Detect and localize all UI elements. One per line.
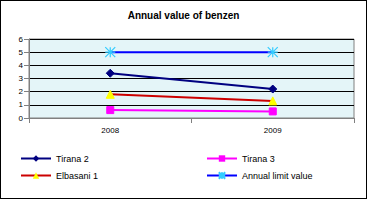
svg-text:6: 6 [19, 35, 24, 44]
svg-text:2: 2 [19, 87, 24, 96]
svg-text:Annual value of benzen: Annual value of benzen [128, 10, 240, 21]
svg-text:Elbasani 1: Elbasani 1 [56, 171, 98, 181]
svg-text:3: 3 [19, 74, 24, 83]
svg-text:1: 1 [19, 100, 24, 109]
svg-text:4: 4 [19, 61, 24, 70]
svg-text:5: 5 [19, 48, 24, 57]
svg-text:0: 0 [19, 114, 24, 123]
svg-text:2009: 2009 [264, 126, 282, 135]
svg-text:Tirana 2: Tirana 2 [56, 154, 89, 164]
svg-text:Tirana 3: Tirana 3 [242, 154, 275, 164]
svg-text:Annual limit value: Annual limit value [242, 171, 313, 181]
svg-text:2008: 2008 [101, 126, 119, 135]
